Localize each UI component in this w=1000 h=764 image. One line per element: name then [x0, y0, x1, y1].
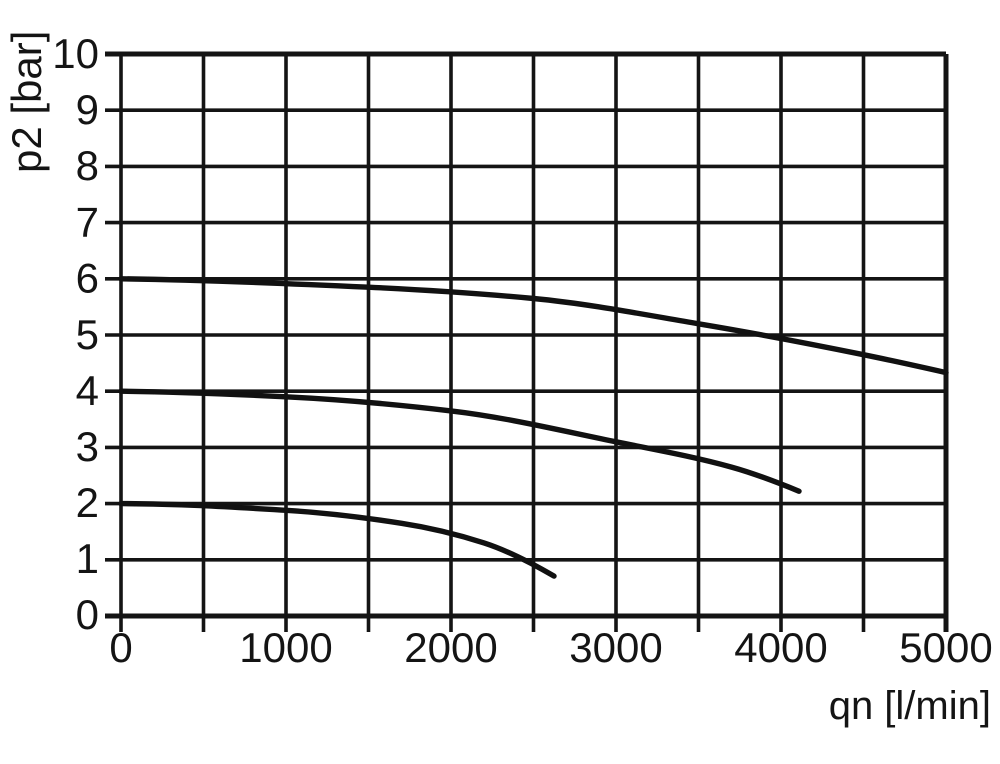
svg-text:10: 10	[52, 30, 99, 77]
svg-text:4000: 4000	[734, 624, 827, 671]
svg-text:5: 5	[76, 311, 99, 358]
svg-text:3000: 3000	[569, 624, 662, 671]
svg-text:p2 [bar]: p2 [bar]	[3, 31, 50, 173]
svg-text:4: 4	[76, 367, 99, 414]
svg-text:1: 1	[76, 535, 99, 582]
svg-text:7: 7	[76, 198, 99, 245]
svg-text:2000: 2000	[404, 624, 497, 671]
svg-text:6: 6	[76, 255, 99, 302]
svg-text:qn [l/min]: qn [l/min]	[829, 684, 991, 728]
svg-text:5000: 5000	[899, 624, 992, 671]
svg-text:0: 0	[109, 624, 132, 671]
svg-text:9: 9	[76, 86, 99, 133]
svg-text:2: 2	[76, 479, 99, 526]
svg-text:0: 0	[76, 591, 99, 638]
svg-text:8: 8	[76, 142, 99, 189]
svg-text:3: 3	[76, 423, 99, 470]
svg-text:1000: 1000	[239, 624, 332, 671]
